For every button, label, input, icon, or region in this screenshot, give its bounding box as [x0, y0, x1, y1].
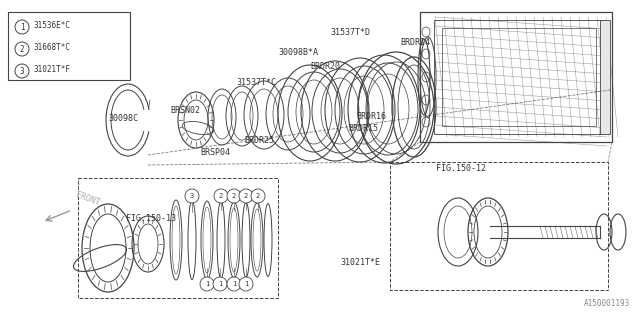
Text: BRSN02: BRSN02 [170, 106, 200, 115]
Circle shape [227, 277, 241, 291]
Text: BRDR16: BRDR16 [356, 112, 386, 121]
Circle shape [185, 189, 199, 203]
Text: 2: 2 [256, 193, 260, 199]
Text: FRONT: FRONT [74, 190, 100, 207]
Text: 31536E*C: 31536E*C [34, 21, 71, 30]
Text: 2: 2 [20, 44, 24, 53]
Bar [8, 12, 130, 80]
Text: BRDR20: BRDR20 [310, 62, 340, 71]
Text: BRDR25: BRDR25 [244, 136, 274, 145]
Text: BRSP04: BRSP04 [200, 148, 230, 157]
Bar [390, 162, 608, 290]
Circle shape [200, 277, 214, 291]
Text: FIG.150-12: FIG.150-12 [436, 164, 486, 173]
Text: FIG.150-13: FIG.150-13 [126, 214, 176, 223]
Text: 31537T*C: 31537T*C [236, 78, 276, 87]
Text: 1: 1 [20, 22, 24, 31]
Circle shape [214, 189, 228, 203]
Text: A150001193: A150001193 [584, 299, 630, 308]
Text: BRDR15: BRDR15 [348, 124, 378, 133]
Circle shape [251, 189, 265, 203]
Text: 31668T*C: 31668T*C [34, 43, 71, 52]
Text: 1: 1 [232, 281, 236, 287]
Circle shape [213, 277, 227, 291]
Text: 30098B*A: 30098B*A [278, 48, 318, 57]
Bar [78, 178, 278, 298]
Bar [442, 28, 596, 126]
Text: 2: 2 [219, 193, 223, 199]
Text: 2: 2 [244, 193, 248, 199]
Circle shape [239, 277, 253, 291]
Text: 1: 1 [244, 281, 248, 287]
Bar [420, 12, 612, 142]
Circle shape [239, 189, 253, 203]
Text: 31021T*E: 31021T*E [340, 258, 380, 267]
Text: 30098C: 30098C [108, 114, 138, 123]
Circle shape [227, 189, 241, 203]
Text: 31537T*D: 31537T*D [330, 28, 370, 37]
Bar [434, 20, 604, 134]
Text: 3: 3 [190, 193, 194, 199]
Bar [600, 20, 610, 134]
Text: 2: 2 [232, 193, 236, 199]
Text: 1: 1 [205, 281, 209, 287]
Text: BRDR14: BRDR14 [400, 38, 430, 47]
Text: 31021T*F: 31021T*F [34, 65, 71, 74]
Text: 3: 3 [20, 67, 24, 76]
Text: 1: 1 [218, 281, 222, 287]
